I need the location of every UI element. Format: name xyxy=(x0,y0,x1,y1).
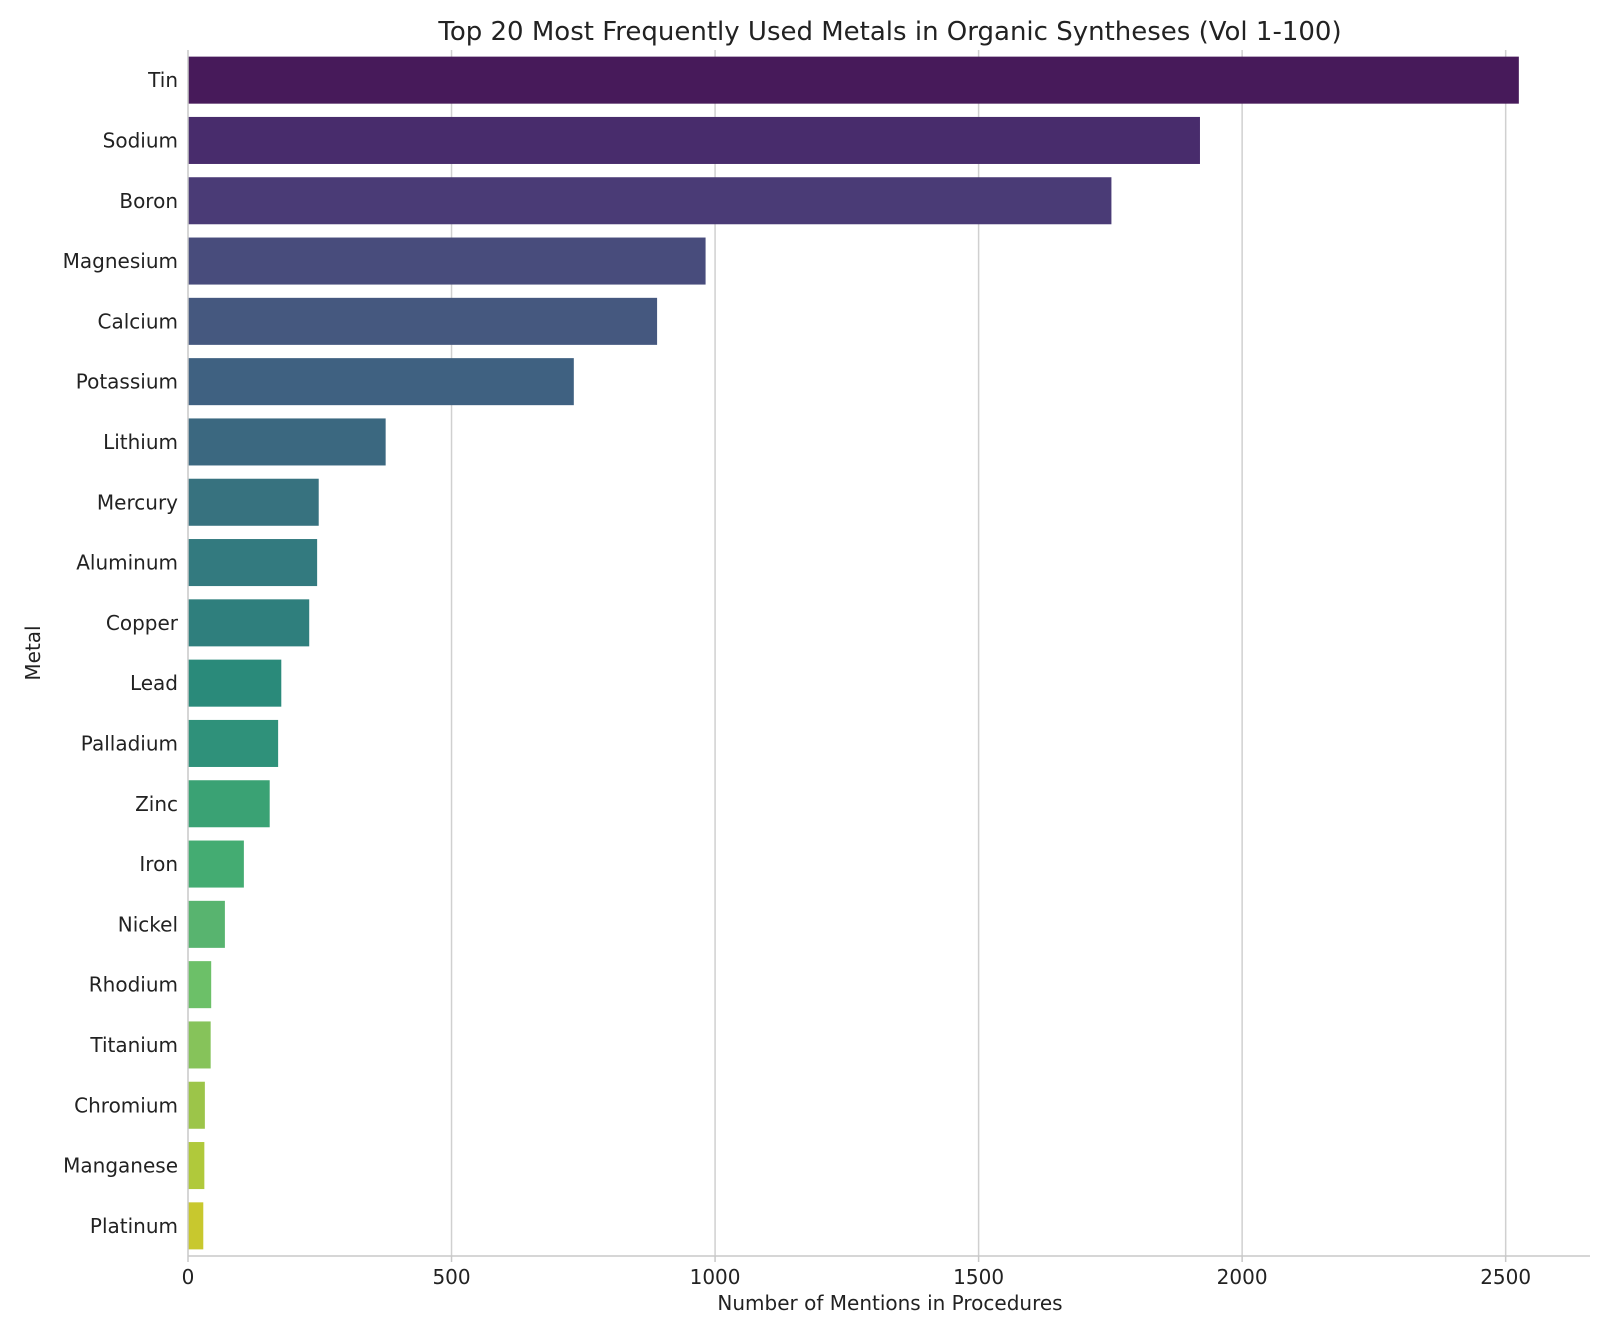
y-tick-label: Mercury xyxy=(97,490,178,514)
y-tick-label: Titanium xyxy=(89,1033,178,1057)
y-tick-label: Nickel xyxy=(118,912,178,936)
y-tick-label: Calcium xyxy=(98,309,179,333)
bar-magnesium xyxy=(188,237,706,285)
y-tick-label: Lithium xyxy=(103,430,178,454)
grid-lines xyxy=(450,50,1507,1256)
bar-copper xyxy=(188,599,310,647)
chart-title: Top 20 Most Frequently Used Metals in Or… xyxy=(437,17,1341,47)
x-axis-label: Number of Mentions in Procedures xyxy=(717,1291,1062,1315)
bar-tin xyxy=(188,56,1519,104)
bars xyxy=(188,56,1519,1250)
y-tick-label: Boron xyxy=(119,189,178,213)
bar-potassium xyxy=(188,358,574,406)
y-tick-label: Platinum xyxy=(90,1214,178,1238)
y-axis-label: Metal xyxy=(21,625,45,680)
x-tick-label: 0 xyxy=(182,1265,195,1289)
bar-calcium xyxy=(188,297,658,345)
bar-chromium xyxy=(188,1081,205,1129)
bar-aluminum xyxy=(188,539,318,587)
bar-lead xyxy=(188,659,282,707)
y-tick-label: Rhodium xyxy=(89,973,178,997)
bar-platinum xyxy=(188,1202,204,1250)
y-tick-label: Magnesium xyxy=(63,249,178,273)
y-tick-label: Lead xyxy=(130,671,178,695)
bar-zinc xyxy=(188,780,270,828)
x-tick-label: 500 xyxy=(432,1265,470,1289)
y-tick-label: Zinc xyxy=(135,792,178,816)
y-tick-label: Aluminum xyxy=(76,551,178,575)
y-tick-labels: Tin Sodium Boron Magnesium Calcium Potassium L… xyxy=(63,68,179,1238)
bar-mercury xyxy=(188,478,319,526)
y-tick-label: Manganese xyxy=(63,1154,178,1178)
y-tick-label: Palladium xyxy=(81,731,178,755)
bar-manganese xyxy=(188,1142,205,1190)
x-tick-label: 2500 xyxy=(1480,1265,1531,1289)
y-tick-label: Potassium xyxy=(76,370,178,394)
x-tick-labels: 0 500 1000 1500 2000 2500 xyxy=(182,1256,1531,1289)
x-tick-label: 1500 xyxy=(953,1265,1004,1289)
x-tick-label: 1000 xyxy=(690,1265,741,1289)
x-tick-label: 2000 xyxy=(1217,1265,1268,1289)
y-tick-label: Chromium xyxy=(74,1093,178,1117)
bar-sodium xyxy=(188,116,1200,164)
bar-lithium xyxy=(188,418,386,466)
y-tick-label: Sodium xyxy=(103,128,178,152)
bar-palladium xyxy=(188,719,279,767)
bar-iron xyxy=(188,840,244,888)
bar-nickel xyxy=(188,900,225,948)
axes xyxy=(187,50,1590,1257)
bar-boron xyxy=(188,177,1112,225)
y-tick-label: Copper xyxy=(106,611,179,635)
y-tick-label: Iron xyxy=(139,852,178,876)
bar-rhodium xyxy=(188,961,212,1009)
bar-titanium xyxy=(188,1021,211,1069)
y-tick-label: Tin xyxy=(147,68,178,92)
